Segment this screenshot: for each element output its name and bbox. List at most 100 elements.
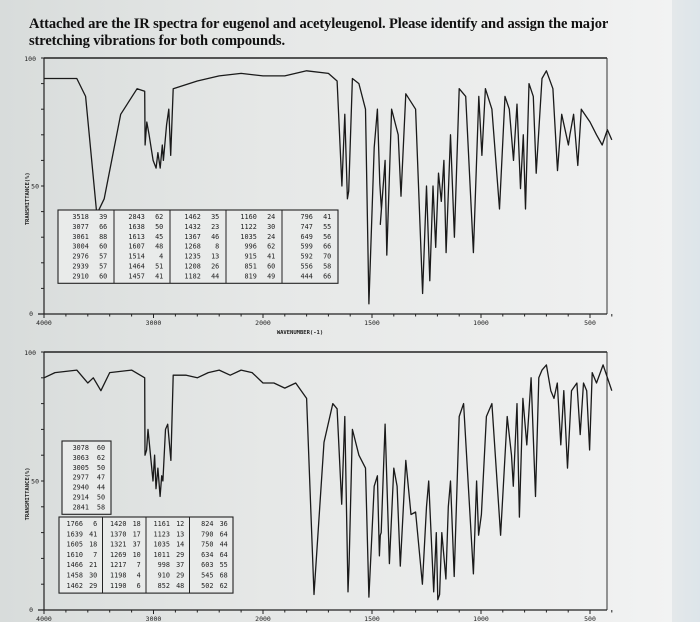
peak-transmittance: 41 bbox=[89, 530, 97, 538]
peak-transmittance: 6 bbox=[93, 520, 97, 528]
peak-transmittance: 29 bbox=[176, 551, 184, 559]
peak-transmittance: 23 bbox=[211, 223, 219, 231]
peak-wavenumber: 1190 bbox=[110, 582, 126, 590]
peak-transmittance: 48 bbox=[155, 243, 163, 251]
peak-transmittance: 55 bbox=[220, 561, 228, 569]
question-line-1: Attached are the IR spectra for eugenol … bbox=[29, 16, 609, 32]
peak-transmittance: 18 bbox=[133, 520, 141, 528]
peak-transmittance: 4 bbox=[137, 572, 141, 580]
peak-transmittance: 62 bbox=[267, 243, 275, 251]
peak-transmittance: 47 bbox=[97, 474, 105, 482]
peak-transmittance: 41 bbox=[323, 213, 331, 221]
peak-wavenumber: 2939 bbox=[72, 263, 88, 271]
y-axis-label: TRANSMITTANCE(%) bbox=[25, 467, 31, 520]
peak-transmittance: 50 bbox=[155, 223, 163, 231]
peak-wavenumber: 444 bbox=[301, 272, 313, 280]
peak-transmittance: 58 bbox=[323, 263, 331, 271]
x-tick-label: 3000 bbox=[146, 319, 162, 327]
peak-transmittance: 12 bbox=[176, 520, 184, 528]
peak-wavenumber: 1269 bbox=[110, 551, 126, 559]
question-line-2: stretching vibrations for both compounds… bbox=[29, 33, 285, 49]
peak-transmittance: 45 bbox=[155, 233, 163, 241]
peak-wavenumber: 1161 bbox=[154, 520, 170, 528]
peak-wavenumber: 2910 bbox=[72, 272, 88, 280]
peak-transmittance: 60 bbox=[99, 272, 107, 280]
peak-transmittance: 50 bbox=[97, 494, 105, 502]
peak-transmittance: 60 bbox=[97, 444, 105, 452]
y-tick-label-100: 100 bbox=[24, 55, 36, 63]
peak-wavenumber: 1766 bbox=[67, 520, 83, 528]
peak-wavenumber: 502 bbox=[201, 582, 213, 590]
peak-wavenumber: 1035 bbox=[240, 233, 256, 241]
peak-transmittance: 57 bbox=[99, 253, 107, 261]
peak-wavenumber: 1613 bbox=[128, 233, 144, 241]
peak-wavenumber: 545 bbox=[201, 572, 213, 580]
peak-transmittance: 46 bbox=[211, 233, 219, 241]
peak-wavenumber: 2843 bbox=[128, 213, 144, 221]
peak-wavenumber: 3078 bbox=[73, 444, 89, 452]
peak-transmittance: 48 bbox=[176, 582, 184, 590]
peak-transmittance: 50 bbox=[97, 464, 105, 472]
peak-wavenumber: 556 bbox=[301, 263, 313, 271]
peak-wavenumber: 851 bbox=[245, 263, 257, 271]
peak-transmittance: 30 bbox=[89, 572, 97, 580]
peak-transmittance: 58 bbox=[97, 503, 105, 511]
peak-wavenumber: 603 bbox=[201, 561, 213, 569]
peak-wavenumber: 3077 bbox=[72, 223, 88, 231]
question-text: Attached are the IR spectra for eugenol … bbox=[29, 16, 629, 50]
peak-transmittance: 29 bbox=[176, 572, 184, 580]
peak-transmittance: 13 bbox=[176, 530, 184, 538]
peak-transmittance: 8 bbox=[215, 243, 219, 251]
peak-wavenumber: 1607 bbox=[128, 243, 144, 251]
peak-wavenumber: 3061 bbox=[72, 233, 88, 241]
peak-transmittance: 66 bbox=[323, 243, 331, 251]
peak-wavenumber: 747 bbox=[301, 223, 313, 231]
peak-wavenumber: 1420 bbox=[110, 520, 126, 528]
peak-transmittance: 62 bbox=[220, 582, 228, 590]
peak-transmittance: 68 bbox=[220, 572, 228, 580]
peak-wavenumber: 2976 bbox=[72, 253, 88, 261]
peak-wavenumber: 1217 bbox=[110, 561, 126, 569]
x-axis-label: WAVENUMBER(-1) bbox=[277, 330, 323, 336]
peak-wavenumber: 649 bbox=[301, 233, 313, 241]
peak-wavenumber: 1182 bbox=[184, 272, 200, 280]
x-tick-label: 1000 bbox=[473, 615, 489, 622]
peak-wavenumber: 1605 bbox=[67, 541, 83, 549]
peak-transmittance: 60 bbox=[267, 263, 275, 271]
peak-wavenumber: 1464 bbox=[128, 263, 144, 271]
peak-transmittance: 37 bbox=[133, 541, 141, 549]
peak-transmittance: 56 bbox=[323, 233, 331, 241]
peak-wavenumber: 592 bbox=[301, 253, 313, 261]
peak-transmittance: 18 bbox=[89, 541, 97, 549]
x-tick-label: 4000 bbox=[36, 319, 52, 327]
peak-transmittance: 14 bbox=[176, 541, 184, 549]
peak-wavenumber: 2977 bbox=[73, 474, 89, 482]
x-tick-label: 3000 bbox=[146, 615, 162, 622]
peak-wavenumber: 1466 bbox=[67, 561, 83, 569]
peak-transmittance: 36 bbox=[220, 520, 228, 528]
peak-transmittance: 17 bbox=[133, 530, 141, 538]
peak-transmittance: 26 bbox=[211, 263, 219, 271]
y-tick-label-100: 100 bbox=[24, 349, 36, 357]
peak-transmittance: 62 bbox=[155, 213, 163, 221]
peak-wavenumber: 1462 bbox=[67, 582, 83, 590]
peak-wavenumber: 3518 bbox=[72, 213, 88, 221]
x-tick-label: 1000 bbox=[473, 319, 489, 327]
peak-wavenumber: 750 bbox=[201, 541, 213, 549]
peak-wavenumber: 3004 bbox=[72, 243, 88, 251]
peak-transmittance: 64 bbox=[220, 530, 228, 538]
peak-table-eugenol: 3518 39 3077 66 3061 88 3004 60 2976 57 2939 57 2910… bbox=[57, 209, 339, 284]
spectrum-trace bbox=[43, 364, 613, 601]
peak-transmittance: 51 bbox=[155, 263, 163, 271]
peak-transmittance: 64 bbox=[220, 551, 228, 559]
peak-transmittance: 30 bbox=[267, 223, 275, 231]
peak-transmittance: 66 bbox=[99, 223, 107, 231]
peak-transmittance: 13 bbox=[211, 253, 219, 261]
peak-wavenumber: 996 bbox=[245, 243, 257, 251]
peak-transmittance: 88 bbox=[99, 233, 107, 241]
x-tick-label: 2000 bbox=[255, 615, 271, 622]
peak-transmittance: 24 bbox=[267, 213, 275, 221]
